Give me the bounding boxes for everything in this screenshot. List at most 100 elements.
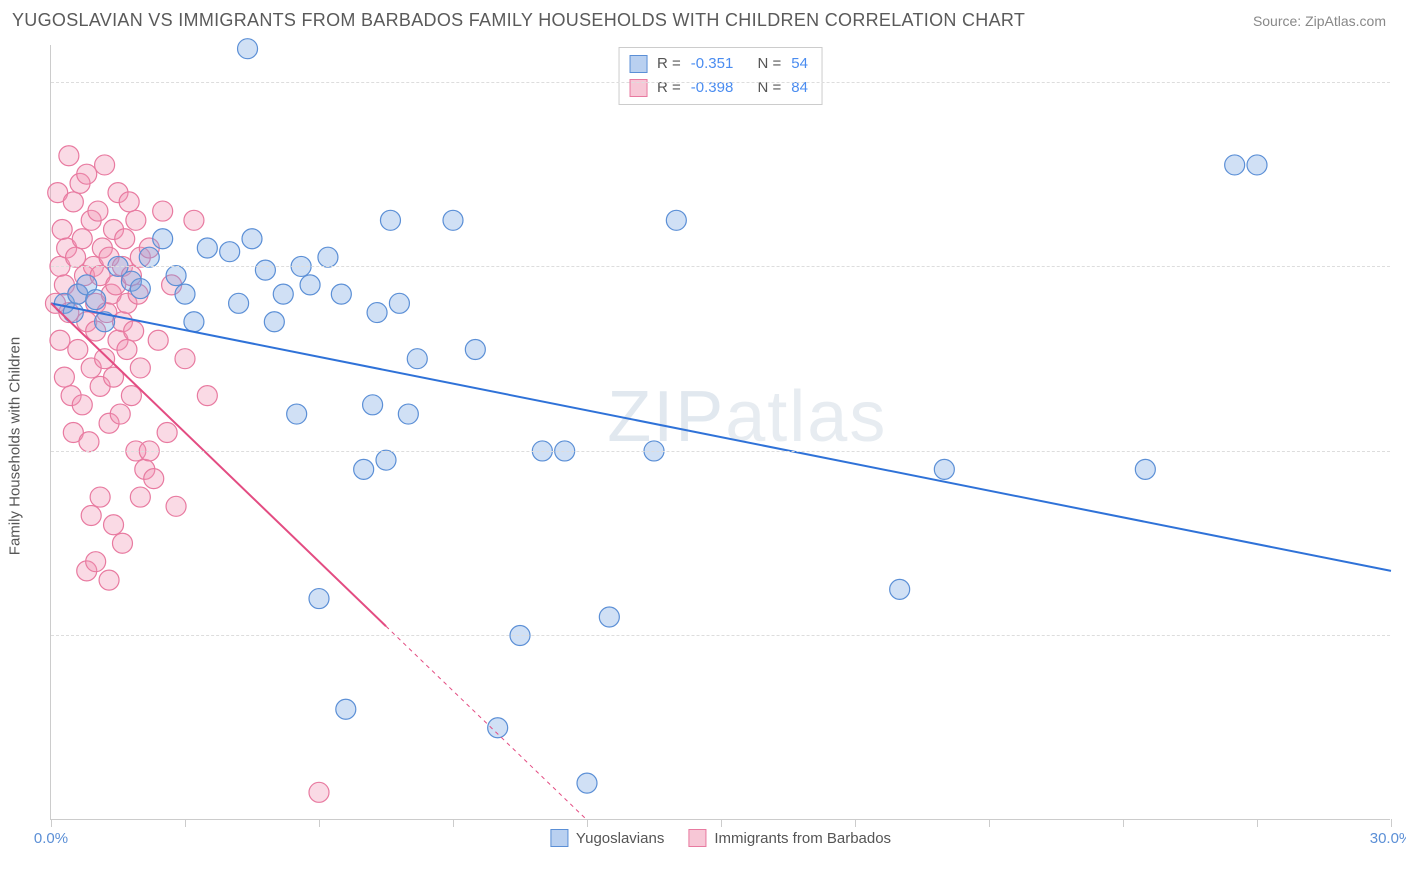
legend-r-value: -0.398	[691, 76, 734, 100]
scatter-point	[81, 506, 101, 526]
scatter-point	[184, 312, 204, 332]
scatter-point	[273, 284, 293, 304]
legend-series: Yugoslavians Immigrants from Barbados	[550, 829, 891, 847]
y-tick-label: 20.0%	[1395, 442, 1406, 459]
scatter-point	[389, 293, 409, 313]
x-tick	[587, 819, 588, 827]
scatter-point	[66, 247, 86, 267]
scatter-point	[104, 515, 124, 535]
scatter-point	[52, 220, 72, 240]
legend-r-label: R =	[657, 76, 681, 100]
scatter-point	[220, 242, 240, 262]
legend-row-1: R = -0.351 N = 54	[629, 52, 808, 76]
scatter-point	[153, 229, 173, 249]
scatter-point	[367, 303, 387, 323]
scatter-point	[331, 284, 351, 304]
scatter-point	[890, 579, 910, 599]
x-tick	[1391, 819, 1392, 827]
scatter-point	[54, 367, 74, 387]
gridline	[51, 635, 1390, 636]
x-tick	[721, 819, 722, 827]
scatter-point	[1247, 155, 1267, 175]
scatter-point	[255, 260, 275, 280]
scatter-point	[68, 339, 88, 359]
scatter-point	[197, 238, 217, 258]
scatter-point	[577, 773, 597, 793]
scatter-point	[309, 589, 329, 609]
y-tick-label: 30.0%	[1395, 258, 1406, 275]
scatter-point	[380, 210, 400, 230]
scatter-point	[124, 321, 144, 341]
legend-n-value: 54	[791, 52, 808, 76]
scatter-point	[72, 229, 92, 249]
scatter-point	[110, 404, 130, 424]
legend-r-label: R =	[657, 52, 681, 76]
scatter-point	[112, 533, 132, 553]
scatter-point	[934, 459, 954, 479]
scatter-point	[398, 404, 418, 424]
gridline	[51, 266, 1390, 267]
scatter-point	[72, 395, 92, 415]
legend-n-label: N =	[758, 52, 782, 76]
scatter-point	[336, 699, 356, 719]
chart-source: Source: ZipAtlas.com	[1253, 13, 1386, 29]
scatter-point	[79, 432, 99, 452]
scatter-point	[119, 192, 139, 212]
scatter-point	[90, 487, 110, 507]
legend-label: Yugoslavians	[576, 830, 664, 847]
scatter-point	[144, 469, 164, 489]
scatter-point	[63, 192, 83, 212]
legend-n-label: N =	[758, 76, 782, 100]
scatter-point	[130, 279, 150, 299]
scatter-point	[599, 607, 619, 627]
scatter-point	[153, 201, 173, 221]
legend-swatch-blue	[629, 55, 647, 73]
scatter-point	[115, 229, 135, 249]
scatter-point	[175, 349, 195, 369]
scatter-point	[287, 404, 307, 424]
scatter-svg	[51, 45, 1390, 819]
scatter-point	[465, 339, 485, 359]
scatter-point	[318, 247, 338, 267]
scatter-point	[50, 330, 70, 350]
scatter-point	[126, 210, 146, 230]
scatter-point	[666, 210, 686, 230]
scatter-point	[166, 496, 186, 516]
legend-item-barbados: Immigrants from Barbados	[688, 829, 891, 847]
legend-item-yugoslavians: Yugoslavians	[550, 829, 664, 847]
x-tick	[453, 819, 454, 827]
scatter-point	[354, 459, 374, 479]
scatter-point	[130, 358, 150, 378]
scatter-point	[86, 552, 106, 572]
scatter-point	[1225, 155, 1245, 175]
trendline-dashed	[386, 626, 587, 820]
scatter-point	[1135, 459, 1155, 479]
legend-r-value: -0.351	[691, 52, 734, 76]
scatter-point	[376, 450, 396, 470]
gridline	[51, 82, 1390, 83]
chart-plot-area: ZIPatlas R = -0.351 N = 54 R = -0.398 N …	[50, 45, 1390, 820]
legend-label: Immigrants from Barbados	[714, 830, 891, 847]
x-tick	[185, 819, 186, 827]
trendline	[51, 303, 1391, 571]
scatter-point	[95, 349, 115, 369]
scatter-point	[88, 201, 108, 221]
scatter-point	[443, 210, 463, 230]
scatter-point	[77, 164, 97, 184]
scatter-point	[59, 146, 79, 166]
y-tick-label: 40.0%	[1395, 73, 1406, 90]
x-tick-label: 0.0%	[34, 830, 68, 847]
chart-title: YUGOSLAVIAN VS IMMIGRANTS FROM BARBADOS …	[12, 10, 1025, 31]
gridline	[51, 451, 1390, 452]
scatter-point	[238, 39, 258, 59]
legend-swatch-blue	[550, 829, 568, 847]
x-tick	[1123, 819, 1124, 827]
x-tick-label: 30.0%	[1370, 830, 1406, 847]
scatter-point	[175, 284, 195, 304]
scatter-point	[242, 229, 262, 249]
scatter-point	[99, 570, 119, 590]
x-tick	[51, 819, 52, 827]
x-tick	[1257, 819, 1258, 827]
legend-swatch-pink	[688, 829, 706, 847]
legend-correlation: R = -0.351 N = 54 R = -0.398 N = 84	[618, 47, 823, 105]
